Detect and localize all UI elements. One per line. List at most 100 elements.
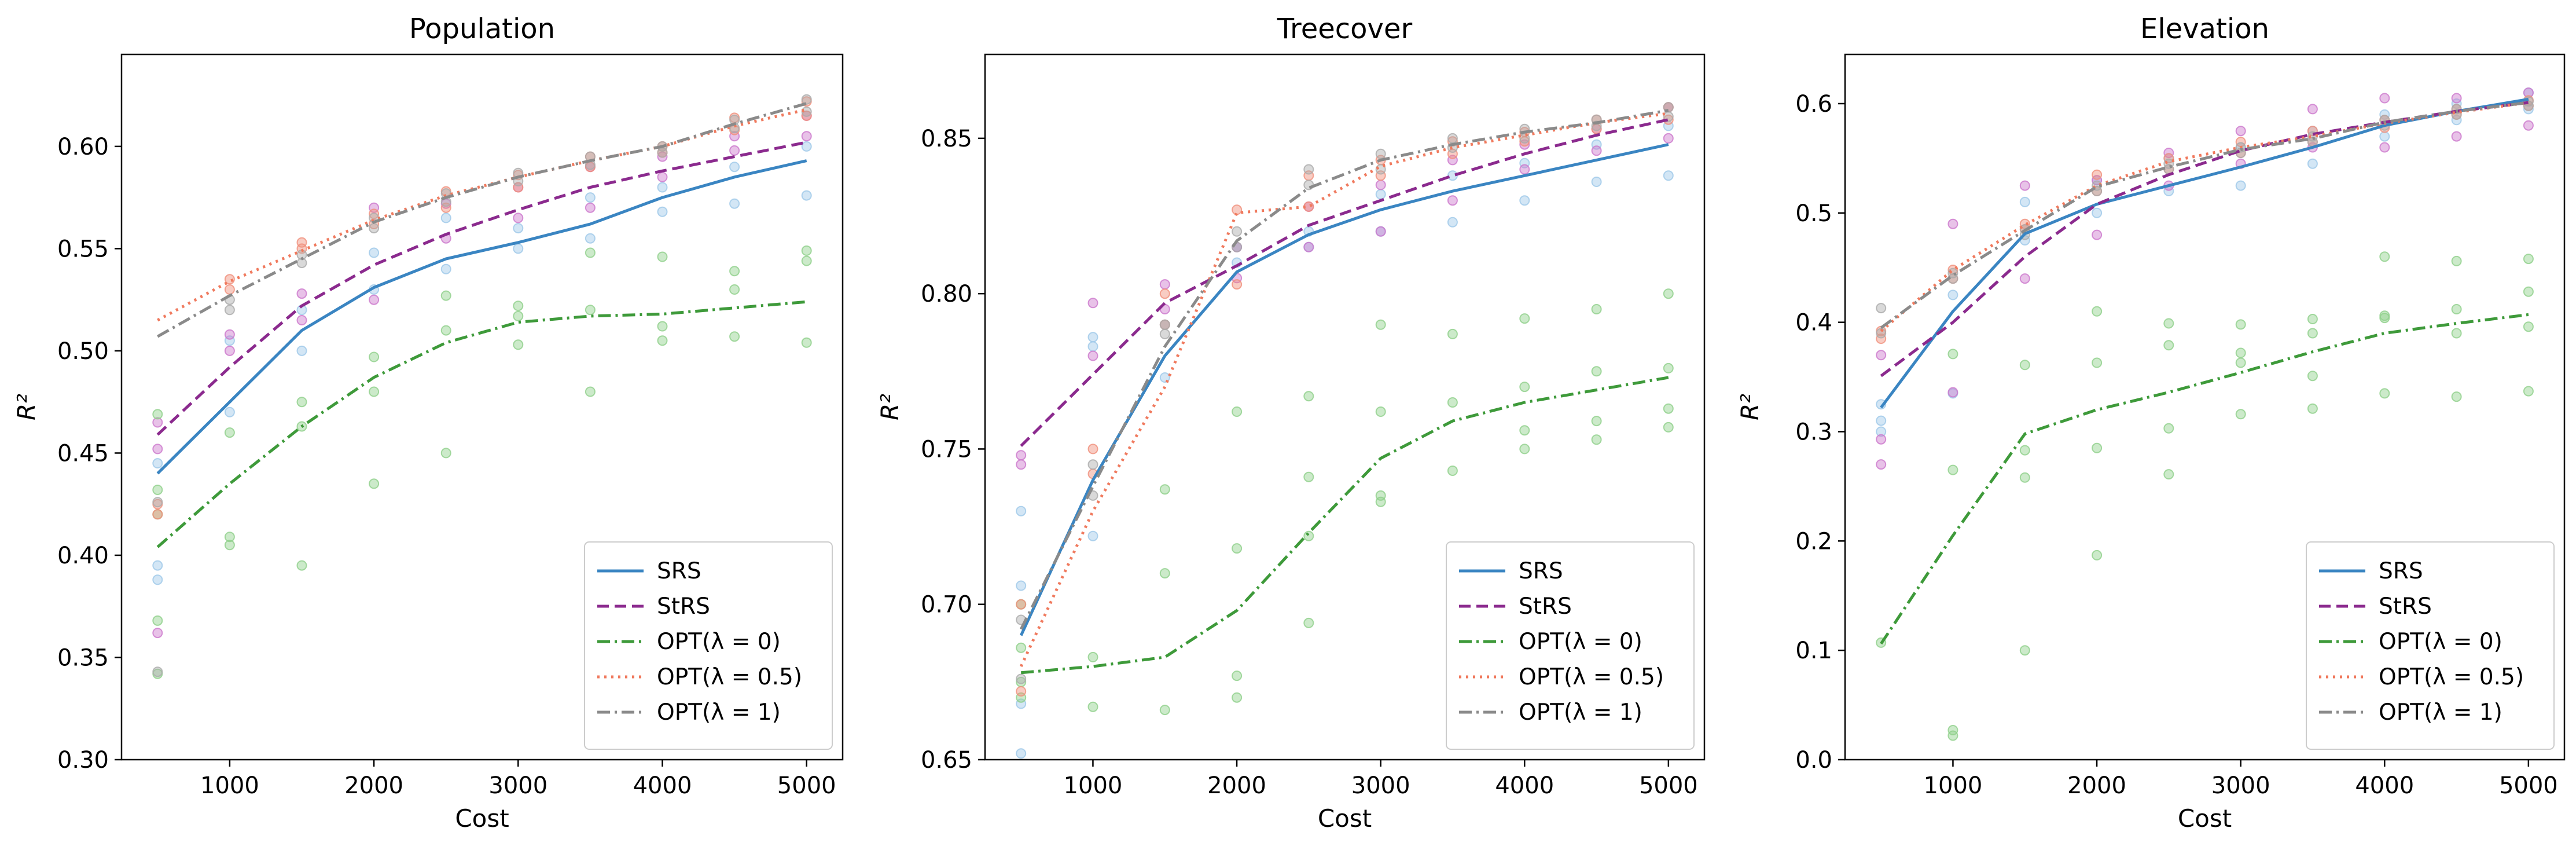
y-tick-label: 0.40 [57,543,109,569]
plot-frame [984,53,1706,761]
legend-label-opt05: OPT(λ = 0.5) [1519,664,1664,690]
y-axis-label: R² [876,394,904,420]
scatter-point-opt1 [801,106,812,117]
y-tick-label: 0.50 [57,338,109,365]
scatter-point-opt0 [1663,362,1674,373]
scatter-point-opt0 [224,532,235,543]
scatter-point-opt0 [1663,288,1674,299]
scatter-point-opt0 [1375,490,1386,501]
scatter-point-opt1 [1519,133,1530,144]
y-tick-label: 0.2 [1795,528,1832,555]
scatter-point-opt0 [2235,319,2246,330]
series-line-opt05 [1019,112,1669,668]
x-tick-label: 4000 [1495,772,1554,799]
x-tick-label: 4000 [633,772,692,799]
scatter-point-opt0 [2307,328,2318,339]
scatter-point-opt0 [1519,313,1530,324]
y-tick-label: 0.60 [57,134,109,160]
scatter-point-strs [2307,104,2318,115]
y-tick-label: 0.30 [57,747,109,774]
scatter-point-opt0 [2451,328,2462,339]
y-axis-label: R² [12,394,41,420]
scatter-point-srs [2451,98,2462,109]
series-line-opt0 [1020,376,1669,675]
scatter-point-strs [1087,298,1098,309]
scatter-point-opt1 [1159,328,1170,339]
scatter-point-strs [152,628,163,639]
series-line-strs [156,141,807,436]
scatter-point-opt0 [2379,251,2390,262]
y-tick-label: 0.55 [57,236,109,262]
scatter-point-opt0 [369,386,380,397]
scatter-point-opt1 [1159,319,1170,330]
scatter-point-opt1 [1303,164,1314,175]
scatter-point-opt0 [2019,445,2030,456]
scatter-point-opt0 [369,478,380,489]
scatter-point-opt0 [1303,471,1314,482]
scatter-point-opt1 [369,223,380,234]
scatter-point-srs [440,263,451,274]
scatter-point-opt0 [1519,382,1530,393]
x-tick-label: 1000 [1924,772,1983,799]
scatter-point-srs [1016,505,1027,516]
scatter-point-opt0 [2451,391,2462,402]
scatter-point-opt0 [1519,425,1530,436]
scatter-point-srs [1375,189,1386,200]
scatter-point-opt05 [1159,288,1170,299]
scatter-point-strs [1519,164,1530,175]
x-axis-label: Cost [455,804,509,833]
scatter-point-strs [2451,131,2462,142]
scatter-point-srs [1016,748,1027,759]
scatter-point-opt0 [1519,444,1530,455]
scatter-point-opt0 [1947,349,1958,360]
scatter-point-srs [2451,115,2462,126]
scatter-point-srs [152,560,163,571]
legend-label-opt05: OPT(λ = 0.5) [657,664,802,690]
scatter-point-opt0 [2307,314,2318,324]
scatter-point-opt0 [2092,442,2103,453]
legend-label-opt1: OPT(λ = 1) [2379,699,2502,726]
scatter-point-opt0 [2235,357,2246,368]
scatter-point-opt0 [2523,254,2534,265]
scatter-point-opt0 [2163,423,2174,434]
scatter-point-opt0 [585,386,596,397]
scatter-point-srs [1876,415,1887,426]
legend-label-srs: SRS [2379,558,2423,584]
scatter-point-opt05 [1232,204,1243,215]
series-line-opt05 [1880,101,2529,332]
scatter-point-opt0 [2019,645,2030,656]
scatter-point-opt0 [2523,386,2534,397]
scatter-point-opt0 [1016,642,1027,653]
scatter-point-opt0 [1232,543,1243,554]
scatter-point-opt0 [2451,255,2462,266]
scatter-point-opt05 [224,284,235,295]
scatter-point-strs [1663,133,1674,144]
scatter-point-strs [1016,459,1027,470]
x-tick-label: 1000 [1064,772,1123,799]
scatter-point-strs [513,212,524,224]
scatter-point-srs [224,406,235,417]
scatter-point-opt0 [2379,388,2390,399]
scatter-point-srs [1016,580,1027,591]
scatter-point-opt0 [1375,406,1386,417]
scatter-point-strs [224,345,235,356]
scatter-point-opt1 [2523,96,2534,107]
scatter-point-srs [2379,109,2390,120]
legend-label-strs: StRS [1519,593,1572,620]
legend-label-srs: SRS [657,558,701,584]
chart-panel-1: 1000 2000 3000 4000 5000 0.65 0.70 0.75 0.80 0.85… [876,13,1706,833]
scatter-point-opt0 [1232,692,1243,703]
scatter-point-srs [152,458,163,469]
scatter-point-opt05 [296,237,307,248]
scatter-point-strs [1947,218,1958,229]
scatter-point-opt1 [1876,303,1887,314]
scatter-point-opt0 [369,351,380,362]
series-line-strs [1020,118,1669,447]
legend-label-srs: SRS [1519,558,1563,584]
scatter-point-opt0 [2307,371,2318,382]
scatter-point-strs [2523,120,2534,131]
x-tick-label: 5000 [777,772,836,799]
scatter-point-opt0 [801,245,812,256]
y-axis-label: R² [1736,394,1764,420]
scatter-point-strs [1876,350,1887,361]
